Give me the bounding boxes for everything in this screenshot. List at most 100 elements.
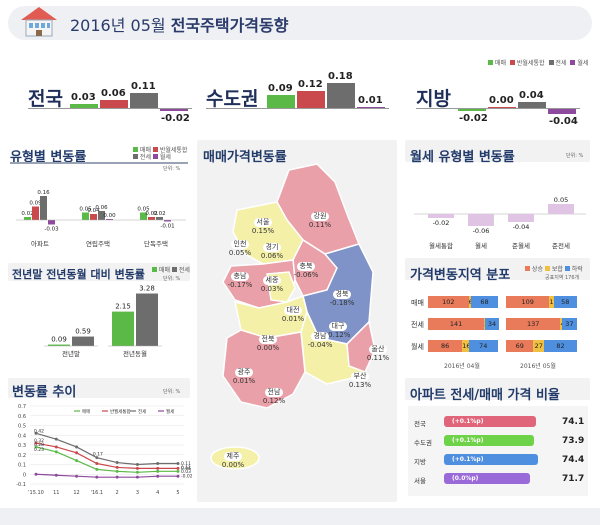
trend-point [115,465,119,469]
apt-ratio-title: 아파트 전세/매매 가격 비율 [410,388,560,403]
ratio-bar: (+0.1%p) [444,416,537,427]
title-date: 2016년 05월 [70,16,166,35]
year-bar-label: 0.59 [75,328,91,336]
ratio-row-label: 수도권 [414,439,432,447]
monthly-bar [548,204,574,214]
ratio-value: 73.9 [562,436,585,446]
trend-point [54,445,58,449]
x-tick-label: 11 [53,490,59,496]
map-region-label: 경남 -0.04% [302,332,338,350]
title-bar [8,6,592,40]
map-region-value: 0.11% [366,354,390,362]
ratio-value: 71.7 [562,474,585,484]
map-region-name: 경기 [262,243,282,252]
map-region-label: 경기 0.06% [254,243,290,261]
trend-point [95,456,99,460]
region-baseline [416,108,580,109]
x-tick-label: '16.1 [91,490,104,496]
map-title: 매매가격변동률 [203,150,287,165]
year-bar-label: 2.15 [115,303,131,311]
map-region-value: -0.12% [325,331,351,339]
map-region-value: 0.12% [262,397,286,405]
type-change-title: 유형별 변동률 [10,150,87,165]
region-name: 전국 [28,88,63,110]
map-region-label: 대전 0.01% [275,306,311,324]
type-bar [90,214,97,220]
map-region-name: 광주 [234,368,254,377]
map-region-value: -0.06% [293,271,319,279]
title-main: 전국주택가격동향 [170,16,289,35]
trend-point [176,466,180,470]
type-bar-label: 0.02 [145,211,157,217]
unit-label: 단위: % [163,166,181,172]
section-header-bg [405,258,590,280]
distribution-segment: 6 [468,296,473,308]
year-bar [136,293,158,346]
distribution-row-label: 전세 [411,321,424,329]
period-label: 2016년 05월 [520,363,556,370]
monthly-bar-label: -0.04 [513,223,530,231]
x-tick-label: 5 [176,490,179,496]
map-region-name: 대전 [283,306,303,315]
section-header-bg [405,140,590,162]
region-bar [267,95,295,108]
trend-point-label: 0.23 [34,447,44,453]
region-value: 0.09 [268,83,293,95]
trend-point [176,474,180,478]
type-bar [24,217,31,220]
trend-point [95,467,99,471]
map-region-value: 0.01% [232,377,256,385]
category-label: 연립주택 [86,239,110,248]
map-region-name: 충북 [296,262,316,271]
category-label: 전년동월 [123,349,147,358]
map-region-label: 인천 0.05% [222,240,258,258]
map-region-value: 0.01% [281,315,305,323]
distribution-row-label: 월세 [411,343,424,351]
region-bar [548,108,576,114]
region-bar [70,103,98,108]
year-end-title: 전년말 전년동월 대비 변동률 [12,268,145,281]
distribution-segment: 86 [428,340,463,352]
region-value: 0.04 [519,90,544,102]
trend-line [35,432,178,466]
trend-point [75,459,79,463]
region-value: 0.06 [101,87,126,99]
type-bar [106,219,113,220]
ratio-bar: (+0.1%p) [444,454,538,465]
category-label: 월세 [475,241,487,250]
distribution-segment: 34 [485,318,499,330]
map-region-value: 0.06% [260,252,284,260]
trend-point-label: 0.28 [34,442,44,448]
map-region-label: 강원 0.11% [302,212,338,230]
map-region-label: 부산 0.13% [342,372,378,390]
trend-point [115,475,119,479]
trend-point [115,461,119,465]
trend-point [54,437,58,441]
type-bar-label: 0.02 [153,211,165,217]
map-region-label: 광주 0.01% [226,368,262,386]
type-bar-label: 0.00 [103,213,116,219]
type-bar-label: 0.16 [37,190,50,196]
map-region-value: 0.05% [228,249,252,257]
y-tick-label: 0.7 [18,404,26,410]
region-name: 지방 [416,88,451,110]
y-tick-label: 0.2 [18,453,26,459]
distribution-segment: 16 [462,340,471,352]
distribution-segment: 137 [506,318,561,330]
trend-point-label: 0.06 [181,466,191,472]
trend-point [34,445,38,449]
type-bar [48,220,55,225]
ratio-row-label: 서울 [414,477,426,485]
region-name: 수도권 [206,88,259,110]
distribution-segment: 109 [506,296,550,308]
map-region-value: 0.15% [251,227,275,235]
region-bar [458,108,486,111]
map-region-label: 충북 -0.06% [288,262,324,280]
monthly-bar-label: 0.05 [554,196,568,204]
map-region-value: -0.04% [307,341,333,349]
type-bar [164,220,171,222]
ratio-row-label: 지방 [414,458,426,466]
distribution-row-label: 매매 [411,299,424,307]
map-region-label: 울산 0.11% [360,345,396,363]
distribution-segment: 27 [533,340,545,352]
